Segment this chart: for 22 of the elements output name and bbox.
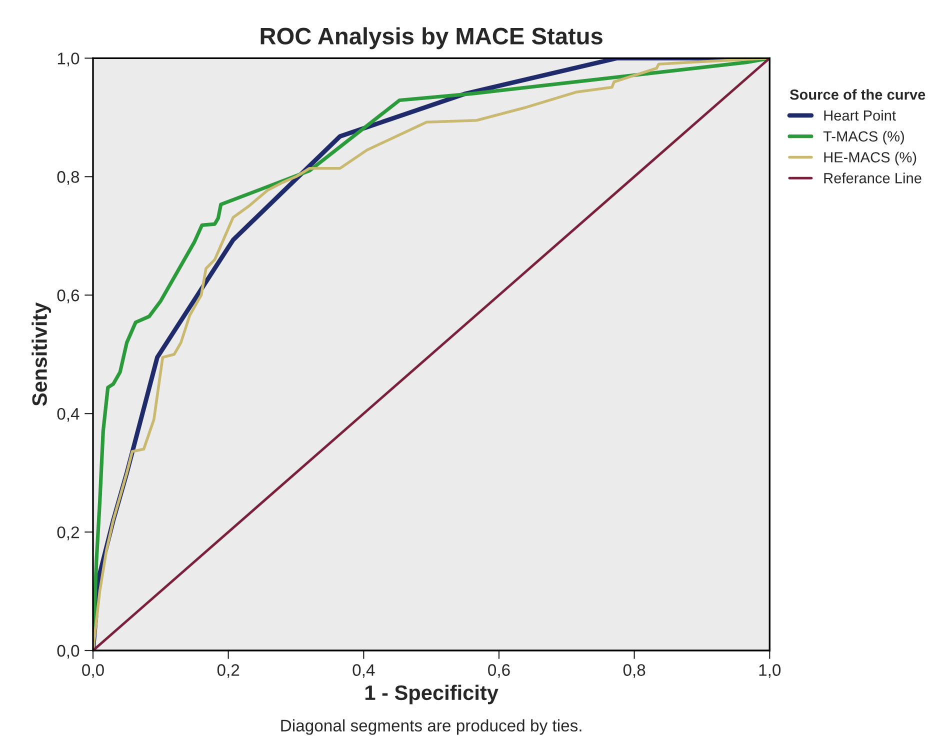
text: Diagonal segments are produced by ties.: [281, 719, 582, 735]
x-tick-label: 0,8: [623, 664, 646, 678]
legend-label: Referance Line: [824, 172, 922, 184]
y-tick-label: 0,8: [57, 171, 80, 185]
y-tick-label: 0,6: [57, 290, 80, 304]
x-tick-label: 1,0: [759, 664, 781, 678]
x-tick-label: 0,6: [488, 664, 510, 678]
chart-title: ROC Analysis by MACE Status: [260, 27, 602, 50]
line-series: [93, 58, 770, 651]
y-tick-label: 0,0: [57, 644, 80, 659]
y-tick-label: 0,2: [57, 526, 79, 540]
y-axis-title: Sensitivity: [32, 302, 52, 406]
legend-label: T-MACS (%): [823, 130, 904, 144]
y-tick-label: 1,0: [58, 52, 80, 66]
x-tick-label: 0,2: [217, 664, 240, 678]
x-tick-label: 0,0: [82, 664, 104, 678]
x-tick-label: 0,4: [352, 664, 375, 678]
x-axis-title: 1 - Specificity: [365, 684, 498, 704]
legend-label: Heart Point: [824, 110, 896, 121]
y-tick-label: 0,4: [57, 408, 80, 422]
legend-label: HE-MACS (%): [824, 152, 916, 166]
legend-title: Source of the curve: [790, 89, 926, 100]
